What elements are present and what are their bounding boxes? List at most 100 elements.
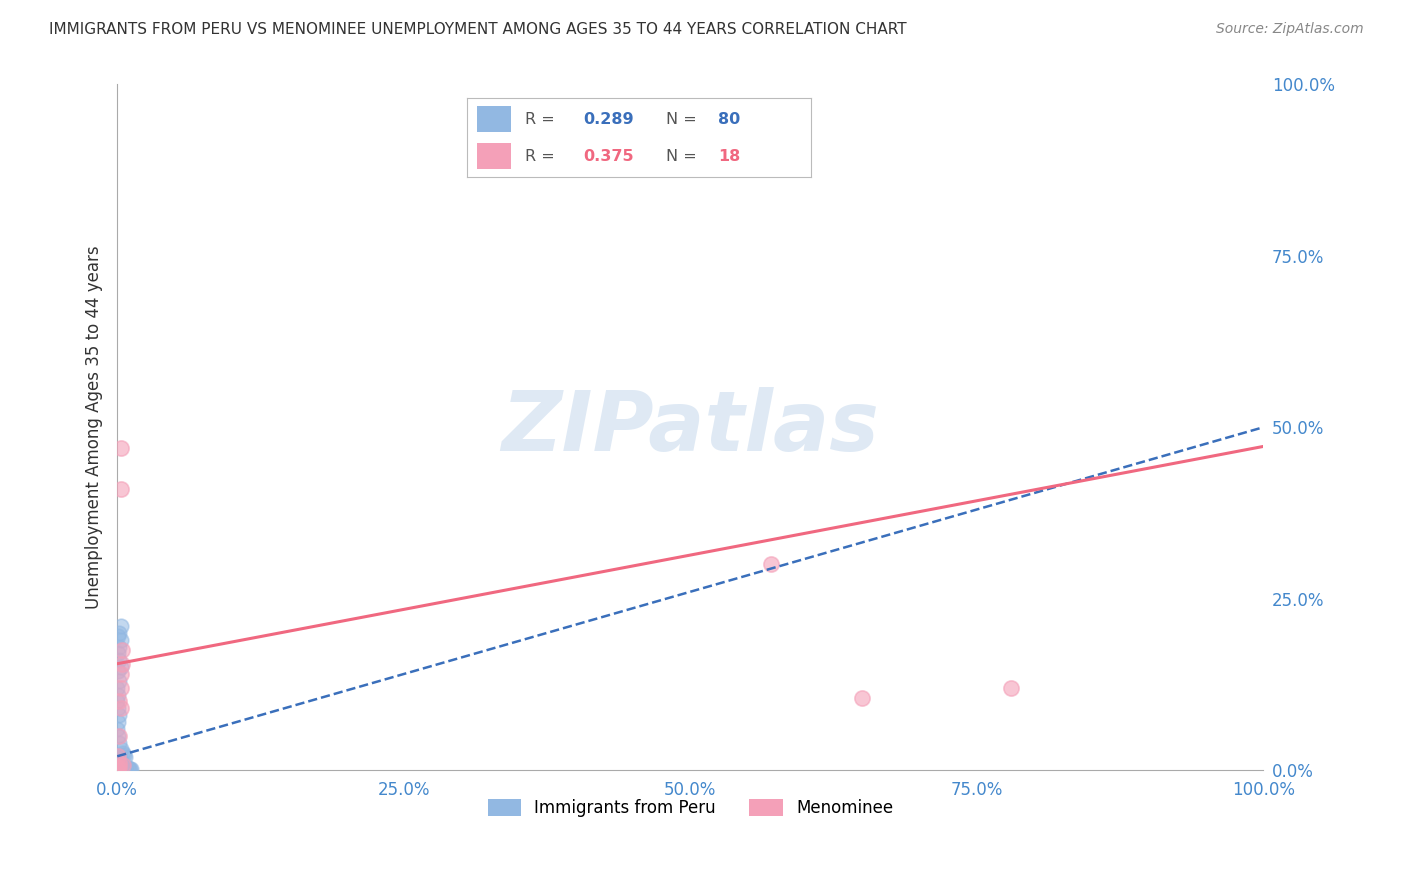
Point <box>108 673 131 688</box>
Point <box>108 735 131 749</box>
Point <box>108 762 131 776</box>
Point <box>110 760 132 774</box>
Point <box>105 681 128 695</box>
Point <box>108 762 131 776</box>
Point <box>108 759 131 773</box>
Point <box>111 746 134 760</box>
Point <box>108 653 131 667</box>
Point <box>105 722 128 736</box>
Point <box>111 757 134 772</box>
Point <box>111 761 134 775</box>
Point <box>108 708 131 723</box>
Point <box>107 762 129 776</box>
Point <box>110 762 132 776</box>
Point <box>107 762 129 776</box>
Point <box>108 761 131 775</box>
Point <box>107 762 129 776</box>
Point <box>108 762 131 776</box>
Point <box>108 762 131 776</box>
Point <box>110 761 132 775</box>
Point <box>111 657 134 671</box>
Point <box>108 626 131 640</box>
Point <box>108 762 131 776</box>
Point <box>117 761 139 775</box>
Point <box>110 762 132 776</box>
Text: IMMIGRANTS FROM PERU VS MENOMINEE UNEMPLOYMENT AMONG AGES 35 TO 44 YEARS CORRELA: IMMIGRANTS FROM PERU VS MENOMINEE UNEMPL… <box>49 22 907 37</box>
Point <box>107 688 129 702</box>
Point <box>105 763 128 777</box>
Point <box>108 762 131 776</box>
Point <box>108 762 131 776</box>
Point <box>108 762 131 776</box>
Point <box>107 757 129 772</box>
Point <box>110 761 132 775</box>
Point <box>107 749 129 764</box>
Point <box>111 761 134 775</box>
Point <box>115 762 138 776</box>
Text: ZIPatlas: ZIPatlas <box>502 387 879 467</box>
Point <box>108 762 131 776</box>
Point <box>108 756 131 771</box>
Point <box>118 762 141 776</box>
Point <box>107 761 129 775</box>
Point <box>111 643 134 657</box>
Point <box>107 629 129 643</box>
Point <box>107 749 129 764</box>
Point <box>107 762 129 776</box>
Point <box>108 756 131 771</box>
Point <box>111 762 134 776</box>
Point <box>108 762 131 776</box>
Point <box>108 761 131 775</box>
Point <box>110 762 132 776</box>
Point <box>110 762 132 776</box>
Point <box>107 762 129 776</box>
Point <box>110 619 132 633</box>
Point <box>108 729 131 743</box>
Point <box>110 760 132 774</box>
Text: Source: ZipAtlas.com: Source: ZipAtlas.com <box>1216 22 1364 37</box>
Point <box>851 691 873 706</box>
Point <box>107 647 129 661</box>
Point <box>110 681 132 695</box>
Point <box>107 761 129 775</box>
Point <box>107 762 129 776</box>
Point <box>111 762 134 776</box>
Point <box>110 753 132 767</box>
Point <box>759 558 782 572</box>
Point <box>110 660 132 674</box>
Point <box>108 759 131 773</box>
Point <box>112 747 135 762</box>
Point <box>111 762 134 776</box>
Point <box>107 762 129 776</box>
Point <box>110 742 132 756</box>
Y-axis label: Unemployment Among Ages 35 to 44 years: Unemployment Among Ages 35 to 44 years <box>86 245 103 609</box>
Point <box>107 762 129 776</box>
Point <box>111 762 134 776</box>
Point <box>107 755 129 769</box>
Point <box>108 694 131 708</box>
Point <box>107 701 129 715</box>
Point <box>110 632 132 647</box>
Point <box>1000 681 1022 695</box>
Point <box>107 664 129 678</box>
Point <box>110 762 132 776</box>
Point <box>107 729 129 743</box>
Point <box>114 750 136 764</box>
Point <box>120 762 142 776</box>
Point <box>110 441 132 455</box>
Point <box>107 761 129 775</box>
Point <box>108 750 131 764</box>
Point <box>108 760 131 774</box>
Point <box>107 760 129 774</box>
Point <box>105 694 128 708</box>
Point <box>110 762 132 776</box>
Legend: Immigrants from Peru, Menominee: Immigrants from Peru, Menominee <box>481 792 900 823</box>
Point <box>118 762 141 776</box>
Point <box>107 762 129 776</box>
Point <box>110 667 132 681</box>
Point <box>111 761 134 775</box>
Point <box>110 701 132 715</box>
Point <box>107 714 129 729</box>
Point <box>107 761 129 775</box>
Point <box>108 640 131 654</box>
